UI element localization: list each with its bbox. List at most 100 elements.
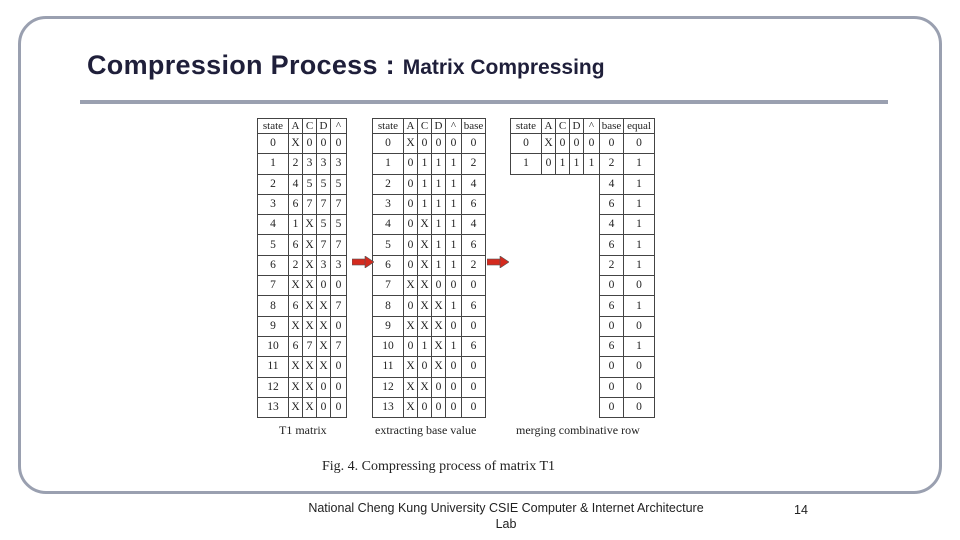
extract-cell: 6: [461, 193, 486, 216]
extract-cell: 1: [417, 335, 432, 358]
extract-cell: 1: [431, 234, 446, 256]
t1-cell: 0: [330, 396, 347, 419]
merge-equal-cell: 0: [623, 275, 655, 297]
merge-equal-cell: 1: [623, 193, 655, 216]
extract-cell: 3: [372, 193, 404, 216]
merge-caption: merging combinative row: [516, 423, 640, 437]
merge-cell: 1: [569, 153, 584, 175]
t1-cell: 0: [330, 356, 347, 378]
extract-cell: 1: [445, 254, 462, 277]
merge-base-cell: 6: [599, 335, 624, 358]
extract-cell: 0: [417, 132, 432, 155]
t1-cell: 3: [316, 153, 331, 175]
t1-cell: 6: [288, 295, 303, 317]
right-arrow-icon: [487, 256, 509, 268]
t1-cell: 2: [257, 173, 289, 195]
extract-cell: 1: [372, 153, 404, 175]
merge-equal-cell: 0: [623, 315, 655, 337]
title-main: Compression Process :: [87, 50, 403, 80]
extract-cell: 0: [461, 315, 486, 337]
merge-equal-cell: 0: [623, 356, 655, 378]
extract-cell: 1: [431, 214, 446, 236]
extract-cell: 12: [372, 376, 404, 398]
extract-cell: 6: [461, 295, 486, 317]
t1-cell: 3: [330, 254, 347, 277]
extract-cell: 0: [445, 315, 462, 337]
extract-cell: 0: [461, 132, 486, 155]
extract-cell: 2: [461, 153, 486, 175]
merge-empty-cell: [510, 173, 600, 195]
extract-cell: 0: [431, 396, 446, 419]
extract-cell: 11: [372, 356, 404, 378]
table-row: 12 X X 0 0: [257, 376, 347, 398]
extract-cell: X: [417, 275, 432, 297]
extract-cell: 0: [431, 275, 446, 297]
merge-base-cell: 2: [599, 153, 624, 175]
t1-cell: X: [302, 295, 317, 317]
t1-cell: 0: [330, 315, 347, 337]
t1-header-row: state A C D ^: [257, 118, 347, 134]
t1-cell: 7: [302, 335, 317, 358]
extract-cell: X: [431, 356, 446, 378]
table-row: 11 X 0 X 0 0: [372, 356, 486, 378]
extract-cell: 1: [445, 234, 462, 256]
extract-cell: 1: [417, 173, 432, 195]
t1-cell: 13: [257, 396, 289, 419]
t1-cell: 7: [330, 193, 347, 216]
extract-cell: 0: [445, 132, 462, 155]
extract-cell: X: [403, 396, 418, 419]
merge-base-cell: 6: [599, 234, 624, 256]
merge-cell: 0: [569, 132, 584, 155]
t1-cell: 0: [316, 396, 331, 419]
title-sub: Matrix Compressing: [402, 56, 605, 79]
merge-header-cell: base: [599, 118, 624, 134]
extract-cell: 1: [445, 153, 462, 175]
extract-cell: 0: [403, 234, 418, 256]
t1-cell: 7: [330, 234, 347, 256]
merge-base-cell: 0: [599, 132, 624, 155]
merge-empty-cell: [511, 357, 600, 377]
extract-cell: X: [403, 132, 418, 155]
footer-text: National Cheng Kung University CSIE Comp…: [308, 501, 704, 531]
merge-base-cell: 0: [599, 396, 624, 419]
t1-cell: 5: [302, 173, 317, 195]
merge-equal-cell: 0: [623, 132, 655, 155]
extract-cell: 1: [445, 173, 462, 195]
title-underline: [80, 100, 888, 104]
extract-caption: extracting base value: [375, 423, 477, 437]
extract-cell: 9: [372, 315, 404, 337]
t1-cell: X: [302, 254, 317, 277]
t1-cell: 2: [288, 254, 303, 277]
t1-cell: X: [288, 396, 303, 419]
extract-cell: 8: [372, 295, 404, 317]
t1-cell: 5: [330, 214, 347, 236]
t1-cell: X: [302, 376, 317, 398]
merge-base-cell: 0: [599, 356, 624, 378]
extract-cell: 5: [372, 234, 404, 256]
extract-cell: 0: [461, 396, 486, 419]
extract-cell: 0: [431, 376, 446, 398]
extract-cell: X: [431, 295, 446, 317]
merge-header-cell: A: [541, 118, 556, 134]
extract-cell: X: [417, 295, 432, 317]
extract-cell: 0: [461, 356, 486, 378]
merge-base-cell: 4: [599, 173, 624, 195]
extract-cell: 6: [461, 234, 486, 256]
t1-header-cell: D: [316, 118, 331, 134]
extract-cell: 1: [445, 193, 462, 216]
t1-cell: X: [288, 132, 303, 155]
merge-header-cell: C: [555, 118, 570, 134]
merge-equal-cell: 1: [623, 335, 655, 358]
